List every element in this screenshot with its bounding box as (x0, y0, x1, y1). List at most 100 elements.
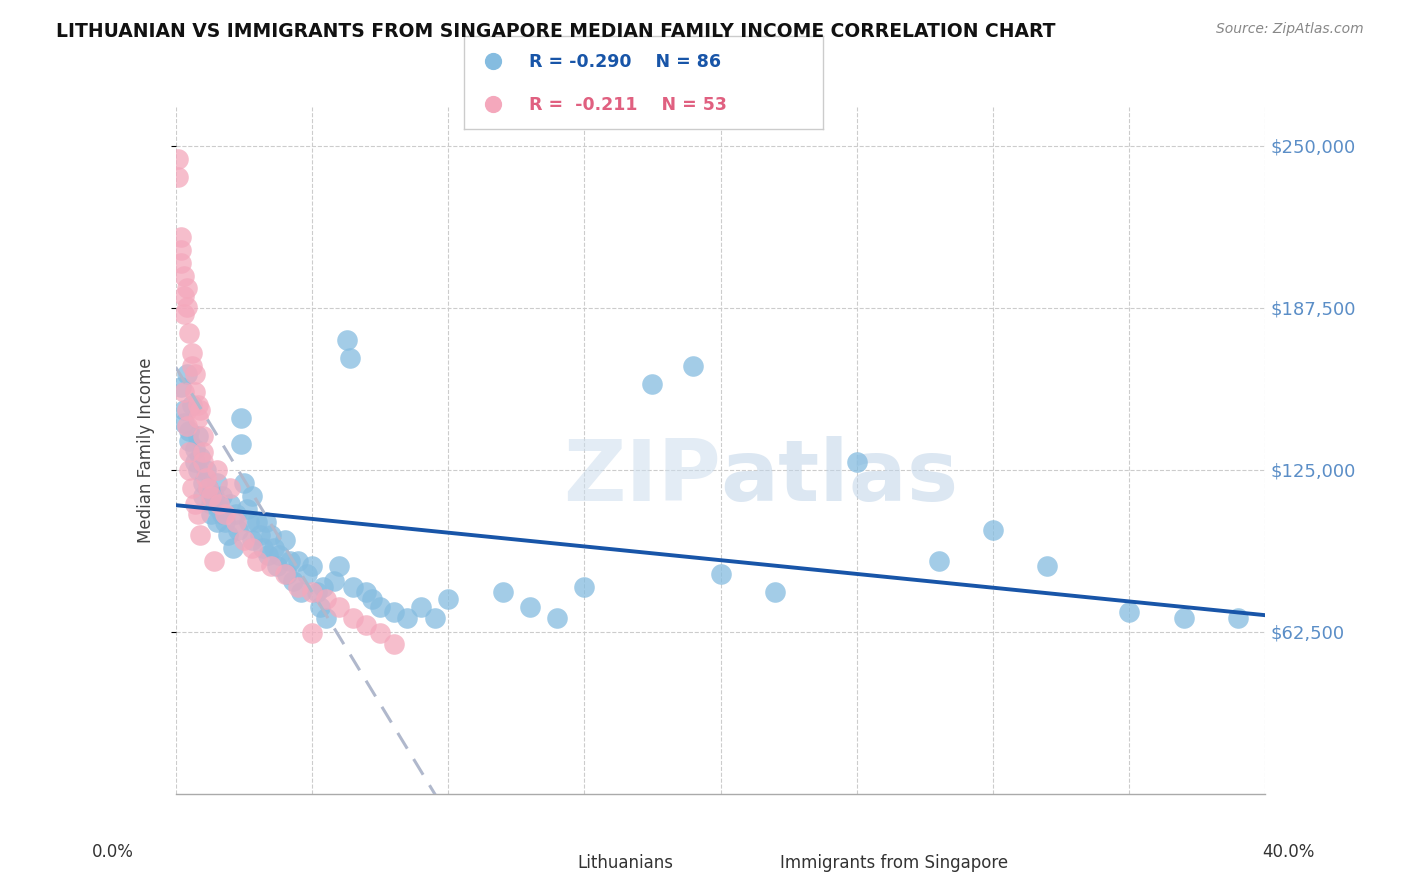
Point (191, 489, 214, 503)
Point (437, 592, 460, 607)
Point (197, 481, 219, 495)
Point (481, 97, 503, 112)
Point (208, 501, 231, 516)
Point (246, 553, 269, 567)
Point (266, 558, 288, 573)
Point (184, 367, 207, 381)
Point (682, 359, 704, 374)
Point (382, 636, 405, 650)
Point (1227, 610, 1250, 624)
Point (981, 523, 1004, 537)
Point (197, 481, 219, 495)
Point (211, 507, 233, 521)
Point (301, 626, 323, 640)
Point (202, 489, 225, 503)
Point (481, 54, 503, 68)
Point (186, 398, 209, 412)
Point (328, 600, 350, 615)
Point (1118, 606, 1140, 620)
Point (179, 424, 201, 438)
Text: LITHUANIAN VS IMMIGRANTS FROM SINGAPORE MEDIAN FAMILY INCOME CORRELATION CHART: LITHUANIAN VS IMMIGRANTS FROM SINGAPORE … (56, 22, 1056, 41)
Point (170, 255, 193, 269)
Point (181, 481, 204, 495)
Point (191, 455, 214, 469)
Point (173, 289, 195, 303)
Y-axis label: Median Family Income: Median Family Income (136, 358, 155, 543)
Point (845, 455, 868, 469)
Point (342, 580, 364, 594)
Point (173, 307, 195, 321)
Point (360, 592, 382, 607)
Point (1173, 610, 1195, 624)
Text: Source: ZipAtlas.com: Source: ZipAtlas.com (1216, 22, 1364, 37)
Point (214, 515, 236, 529)
Point (307, 584, 329, 599)
Point (290, 584, 312, 599)
Point (179, 444, 201, 458)
Point (309, 600, 332, 615)
Point (186, 463, 209, 477)
Point (574, 580, 596, 594)
Text: R = -0.290    N = 86: R = -0.290 N = 86 (529, 54, 720, 71)
Point (342, 610, 364, 624)
Point (315, 592, 337, 607)
Point (173, 385, 195, 400)
Point (382, 606, 405, 620)
Point (205, 475, 228, 490)
Point (260, 527, 283, 541)
Text: Immigrants from Singapore: Immigrants from Singapore (780, 855, 1008, 872)
Point (186, 411, 209, 425)
Point (274, 533, 297, 547)
Point (274, 566, 297, 581)
Point (225, 507, 247, 521)
Point (167, 169, 190, 184)
Point (179, 326, 201, 340)
Point (222, 541, 245, 555)
Point (260, 558, 283, 573)
Point (315, 610, 337, 624)
Point (287, 553, 309, 567)
Point (184, 442, 207, 457)
Point (295, 566, 318, 581)
Point (205, 515, 228, 529)
Point (322, 574, 344, 589)
Point (188, 450, 211, 464)
Point (257, 549, 280, 563)
Point (191, 475, 214, 490)
Point (231, 437, 253, 451)
Point (173, 416, 195, 430)
Point (232, 533, 254, 547)
Point (928, 553, 950, 567)
Point (641, 377, 664, 392)
Point (181, 359, 204, 374)
Point (228, 523, 250, 537)
Text: 0.0%: 0.0% (91, 843, 134, 861)
Point (225, 515, 247, 529)
Point (240, 533, 263, 547)
Point (356, 584, 378, 599)
Point (235, 501, 257, 516)
Point (186, 429, 209, 443)
Point (186, 507, 209, 521)
Point (194, 471, 217, 485)
Point (396, 610, 419, 624)
Point (763, 584, 786, 599)
Point (312, 580, 335, 594)
Point (167, 152, 190, 166)
Point (252, 541, 274, 555)
Point (301, 584, 323, 599)
Point (246, 515, 269, 529)
Point (546, 610, 568, 624)
Point (368, 626, 391, 640)
Point (231, 411, 253, 425)
Point (254, 515, 277, 529)
Point (184, 385, 207, 400)
Point (217, 527, 239, 541)
Point (176, 281, 198, 295)
Point (200, 489, 222, 503)
Point (176, 367, 198, 381)
Point (173, 268, 195, 283)
Point (188, 403, 211, 417)
Point (263, 541, 285, 555)
Point (368, 600, 391, 615)
